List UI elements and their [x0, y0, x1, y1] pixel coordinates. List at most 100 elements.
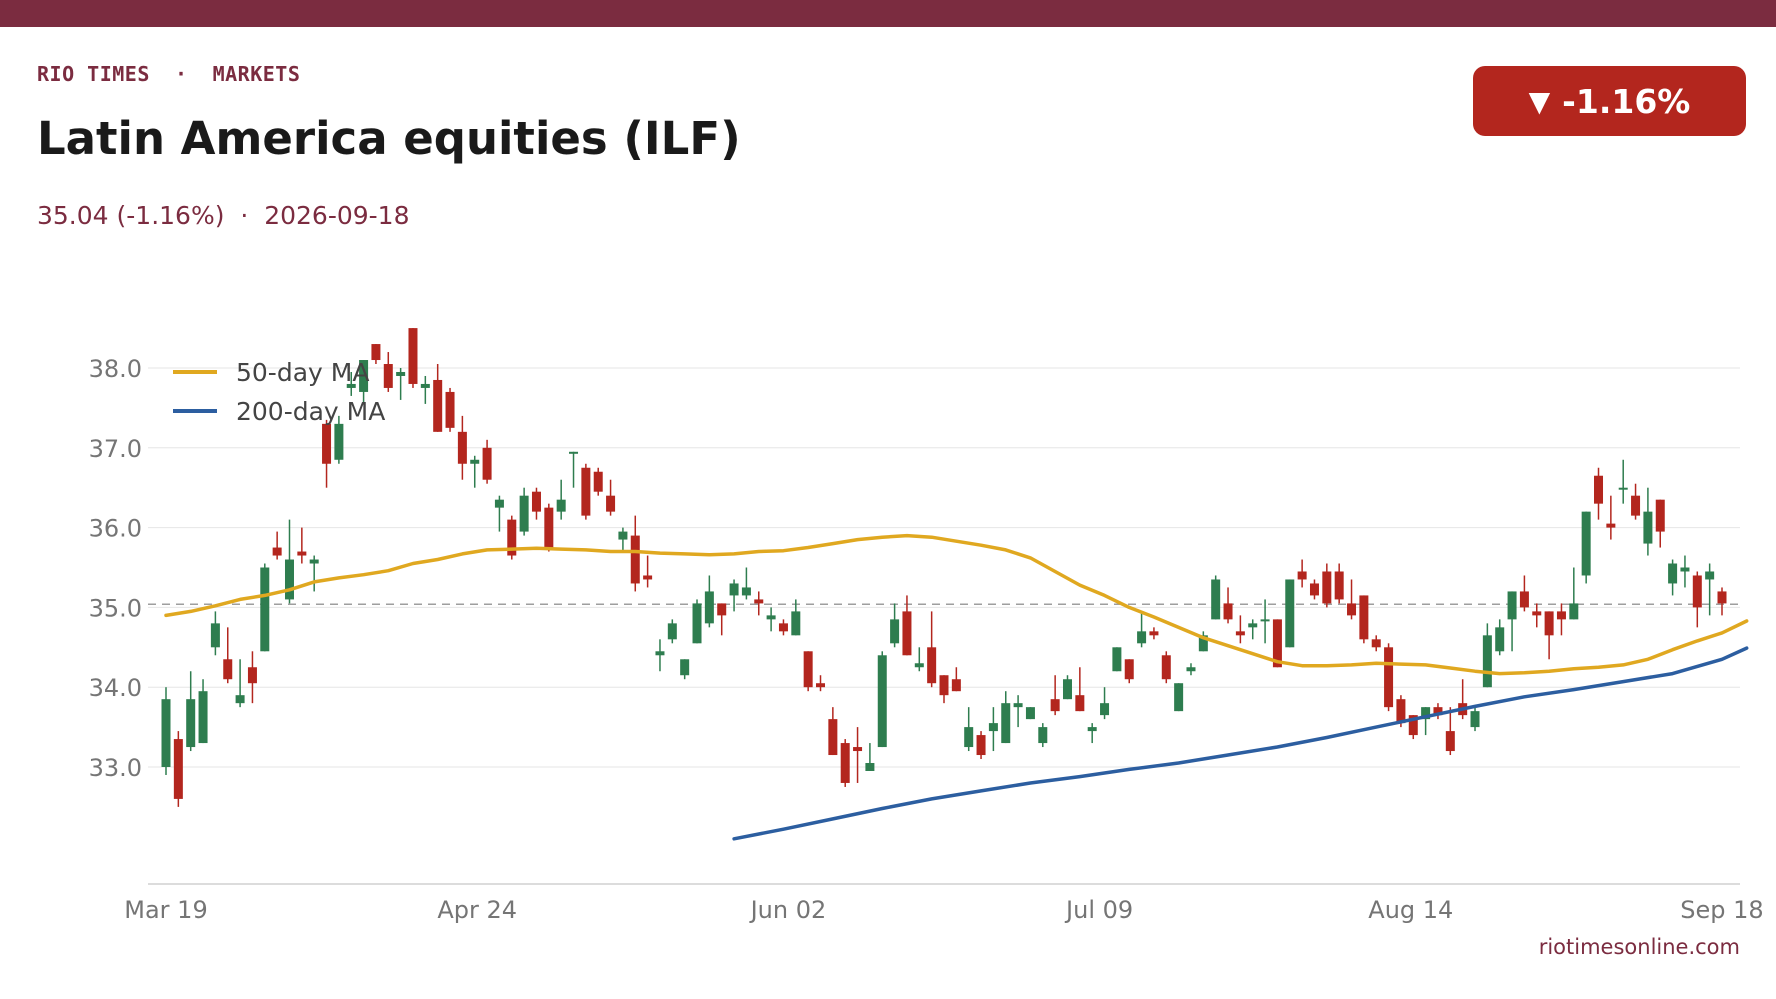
candle-body	[1322, 571, 1332, 604]
candle-body	[1359, 595, 1369, 640]
candle-body	[791, 611, 801, 636]
candle-body	[494, 499, 504, 508]
candle-body	[531, 491, 541, 512]
y-tick-label: 34.0	[89, 674, 142, 702]
candle-body	[1223, 603, 1233, 620]
candle	[1692, 571, 1702, 628]
candle	[1322, 563, 1332, 608]
candle	[704, 575, 714, 628]
candle-body	[359, 360, 369, 392]
candle	[297, 527, 307, 564]
candle	[877, 651, 887, 748]
candle-body	[519, 495, 529, 532]
candle	[1075, 667, 1085, 712]
candle-body	[1668, 563, 1678, 584]
candle-body	[1631, 495, 1641, 516]
candle	[803, 651, 813, 692]
candle-body	[606, 495, 616, 512]
candle	[606, 479, 616, 516]
candle-body	[1248, 623, 1258, 628]
candle-body	[667, 623, 677, 640]
candle-body	[803, 651, 813, 688]
candle	[1025, 707, 1035, 720]
candle-body	[1062, 679, 1072, 700]
candle	[1285, 579, 1295, 648]
candle	[593, 467, 603, 496]
x-axis: Mar 19 Apr 24 Jun 02 Jul 09 Aug 14 Sep 18	[124, 883, 1764, 924]
candle	[161, 687, 171, 775]
candle	[1174, 683, 1184, 712]
candle	[235, 659, 245, 708]
candle-body	[297, 551, 307, 556]
candle	[223, 627, 233, 684]
candle	[778, 619, 788, 636]
candle-body	[556, 499, 566, 512]
candle-body	[840, 743, 850, 783]
candle-body	[1569, 603, 1579, 620]
candle-body	[470, 459, 480, 464]
x-tick-label: Apr 24	[437, 896, 517, 924]
candle-body	[890, 619, 900, 644]
candle	[791, 599, 801, 636]
x-tick-label: Jul 09	[1064, 896, 1133, 924]
section-kicker: RIO TIMES · MARKETS	[37, 62, 301, 86]
candle	[1001, 691, 1011, 744]
candle-body	[1371, 639, 1381, 648]
y-tick-label: 33.0	[89, 754, 142, 782]
candle-body	[1087, 727, 1097, 732]
candle-body	[1334, 571, 1344, 600]
candle	[1668, 559, 1678, 596]
candle-body	[1692, 575, 1702, 608]
candle	[445, 387, 455, 432]
candle-body	[717, 603, 727, 616]
candle-body	[778, 623, 788, 632]
candle	[890, 603, 900, 648]
candle-body	[927, 647, 937, 684]
candle-body	[1544, 611, 1554, 636]
candle	[1556, 603, 1566, 636]
candle-body	[1272, 619, 1282, 668]
candle	[433, 364, 443, 432]
candle-body	[210, 623, 220, 648]
candle-body	[1655, 499, 1665, 532]
candle	[1581, 511, 1591, 584]
candle-body	[853, 747, 863, 752]
candle	[840, 739, 850, 787]
candle	[1631, 483, 1641, 520]
candle	[741, 567, 751, 600]
candle-body	[420, 383, 430, 388]
candle	[667, 619, 677, 644]
candle	[951, 667, 961, 692]
candle-body	[1495, 627, 1505, 652]
candle-body	[951, 679, 961, 692]
candle	[544, 503, 554, 552]
candle	[1062, 675, 1072, 700]
candle-body	[1433, 707, 1443, 716]
candle	[494, 495, 504, 532]
candle	[976, 731, 986, 760]
candle-body	[1186, 667, 1196, 672]
candle	[618, 527, 628, 552]
candle-body	[284, 559, 294, 600]
candle-body	[1519, 591, 1529, 608]
candle	[1211, 575, 1221, 620]
top-brand-bar	[0, 0, 1776, 27]
candle	[1124, 659, 1134, 684]
candle-body	[1408, 715, 1418, 736]
candle-body	[877, 655, 887, 748]
y-tick-label: 37.0	[89, 435, 142, 463]
candle-body	[161, 699, 171, 767]
candle-body	[334, 423, 344, 460]
candle	[1013, 695, 1023, 728]
candle	[1384, 643, 1394, 712]
candle	[1655, 499, 1665, 548]
candle	[309, 555, 319, 592]
candle	[186, 671, 196, 752]
candle	[1260, 599, 1270, 644]
candle	[1507, 591, 1517, 652]
grid-lines	[148, 367, 1740, 768]
candle-body	[186, 699, 196, 748]
candle	[1643, 487, 1653, 556]
candle	[1445, 707, 1455, 756]
candle-body	[260, 567, 270, 652]
